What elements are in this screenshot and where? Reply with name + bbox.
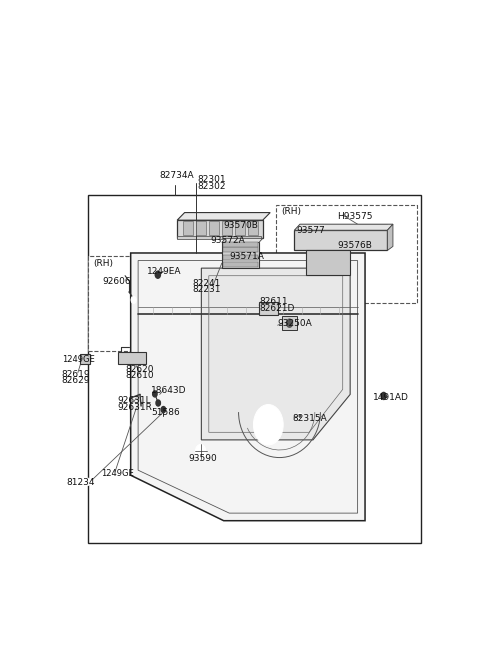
Polygon shape (118, 352, 145, 364)
Text: 1249EA: 1249EA (147, 267, 182, 276)
Polygon shape (209, 221, 219, 236)
Polygon shape (294, 230, 387, 251)
Text: (RH): (RH) (281, 207, 301, 216)
Circle shape (195, 444, 206, 459)
Text: 82629: 82629 (62, 377, 90, 385)
Polygon shape (223, 242, 258, 247)
Polygon shape (196, 221, 206, 236)
Polygon shape (235, 221, 245, 236)
Text: H93575: H93575 (337, 212, 372, 220)
Text: 82620: 82620 (125, 365, 154, 374)
Text: 93570B: 93570B (224, 220, 259, 230)
Polygon shape (177, 220, 263, 238)
Circle shape (156, 400, 160, 406)
Bar (88, 195, 421, 543)
Polygon shape (248, 221, 258, 236)
Polygon shape (177, 213, 270, 220)
Text: 92606: 92606 (103, 277, 132, 286)
Text: 93577: 93577 (296, 226, 325, 235)
Polygon shape (202, 268, 350, 440)
Polygon shape (222, 238, 263, 242)
Polygon shape (131, 253, 365, 521)
Polygon shape (294, 224, 393, 230)
Polygon shape (223, 262, 258, 267)
Text: (RH): (RH) (94, 258, 113, 268)
Bar (81, 354, 90, 364)
Text: 93572A: 93572A (211, 236, 245, 245)
Text: 82302: 82302 (198, 182, 226, 191)
Circle shape (287, 319, 292, 327)
Text: 93250A: 93250A (277, 319, 312, 328)
Text: 82610: 82610 (125, 371, 154, 380)
Circle shape (131, 297, 136, 304)
Bar (276, 205, 417, 304)
Polygon shape (259, 302, 277, 315)
Polygon shape (222, 242, 259, 268)
Text: 82734A: 82734A (160, 171, 194, 180)
Text: 18643D: 18643D (151, 386, 187, 396)
Circle shape (259, 412, 277, 438)
Polygon shape (222, 221, 232, 236)
Bar (88, 255, 170, 352)
Text: 92631R: 92631R (118, 403, 153, 412)
Circle shape (253, 405, 283, 445)
Circle shape (299, 415, 300, 417)
Text: 82621D: 82621D (259, 304, 294, 313)
Text: 93576B: 93576B (337, 241, 372, 250)
Polygon shape (387, 224, 393, 251)
Circle shape (155, 271, 160, 278)
Circle shape (198, 449, 203, 455)
Polygon shape (183, 221, 193, 236)
Text: 82231: 82231 (192, 285, 221, 295)
Text: 93571A: 93571A (229, 252, 264, 261)
Circle shape (172, 179, 177, 185)
Polygon shape (223, 247, 258, 252)
Circle shape (85, 478, 91, 485)
Circle shape (153, 391, 157, 397)
Text: 81234: 81234 (67, 478, 95, 487)
Circle shape (298, 413, 302, 419)
Bar (282, 316, 297, 330)
Polygon shape (305, 251, 350, 275)
Text: 93590: 93590 (188, 454, 217, 463)
Text: 1249GE: 1249GE (62, 354, 95, 363)
Circle shape (380, 391, 387, 401)
Text: 82619: 82619 (62, 370, 91, 379)
Text: 82315A: 82315A (292, 414, 327, 422)
Text: 1249GE: 1249GE (101, 469, 133, 478)
Circle shape (381, 392, 386, 400)
Text: 82611: 82611 (259, 297, 288, 306)
Text: 82241: 82241 (192, 279, 220, 288)
Bar (177, 236, 261, 239)
Text: 82301: 82301 (198, 175, 226, 184)
Circle shape (161, 407, 166, 413)
Text: 1491AD: 1491AD (372, 394, 408, 402)
Polygon shape (223, 255, 258, 260)
Text: 51586: 51586 (151, 407, 180, 417)
Text: 92631L: 92631L (118, 396, 151, 405)
